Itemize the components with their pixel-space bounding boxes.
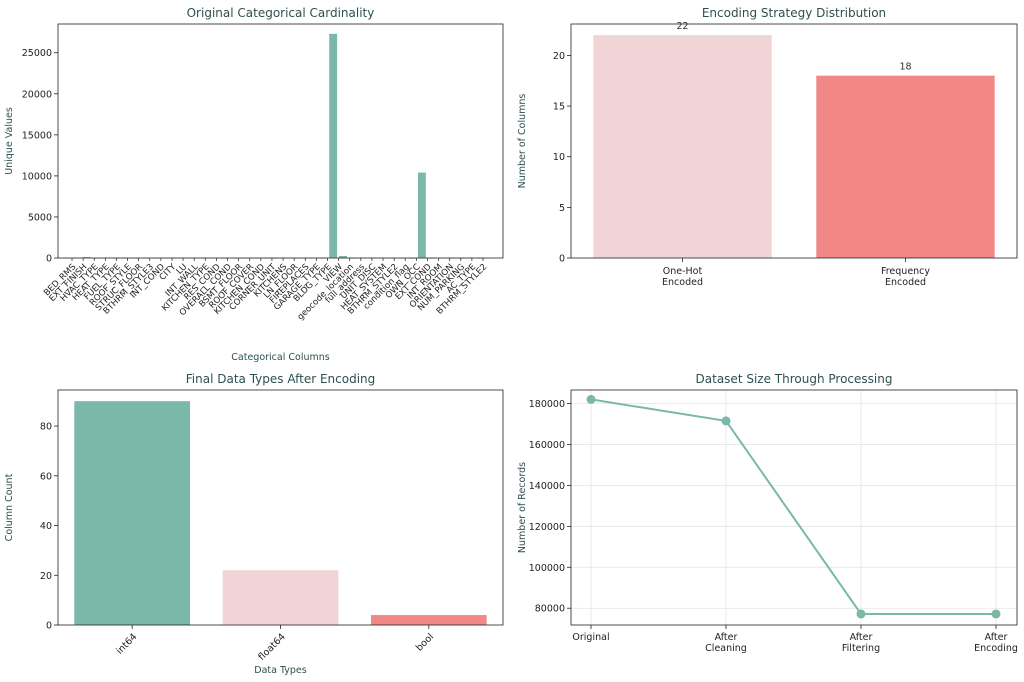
x-tick-label: Original bbox=[572, 632, 609, 643]
plot-frame bbox=[570, 23, 1018, 259]
bar bbox=[593, 35, 772, 259]
bar-value-label: 18 bbox=[899, 62, 911, 73]
y-tick-label: 10 bbox=[553, 152, 565, 163]
x-tick-label: int64 bbox=[114, 631, 139, 656]
y-tick-label: 5 bbox=[559, 203, 565, 214]
chart-title: Original Categorical Cardinality bbox=[187, 6, 375, 20]
data-point bbox=[586, 394, 596, 404]
y-tick-label: 140000 bbox=[529, 481, 565, 492]
x-tick-label: bool bbox=[414, 631, 436, 653]
y-axis-label: Number of Records bbox=[517, 462, 528, 553]
chart-data-types: Final Data Types After Encoding Column Co… bbox=[4, 372, 504, 676]
y-tick-label: 100000 bbox=[529, 563, 565, 574]
plot-frame bbox=[570, 389, 1018, 626]
data-point bbox=[991, 609, 1001, 619]
y-axis-label: Number of Columns bbox=[517, 94, 528, 189]
bar bbox=[370, 615, 487, 625]
chart-title: Dataset Size Through Processing bbox=[696, 372, 893, 386]
bar bbox=[329, 33, 338, 258]
bar bbox=[417, 172, 426, 258]
chart-title: Encoding Strategy Distribution bbox=[702, 6, 886, 20]
x-tick-label: float64 bbox=[256, 631, 287, 662]
y-axis-label: Unique Values bbox=[4, 107, 15, 175]
y-tick-label: 80000 bbox=[535, 604, 565, 615]
bar bbox=[816, 75, 995, 258]
x-tick-label: After bbox=[715, 632, 738, 643]
y-tick-label: 40 bbox=[40, 521, 52, 532]
chart-dataset-size: Dataset Size Through Processing Number of… bbox=[517, 372, 1018, 654]
y-tick-label: 20 bbox=[40, 571, 52, 582]
x-axis-label: Data Types bbox=[254, 665, 307, 676]
x-tick-label: Cleaning bbox=[705, 643, 747, 654]
y-tick-label: 160000 bbox=[529, 440, 565, 451]
bar-value-label: 22 bbox=[676, 21, 688, 32]
y-tick-label: 80 bbox=[40, 422, 52, 433]
y-tick-label: 15000 bbox=[22, 130, 52, 141]
y-tick-label: 5000 bbox=[28, 212, 52, 223]
y-tick-label: 10000 bbox=[22, 171, 52, 182]
y-tick-label: 0 bbox=[46, 254, 52, 265]
x-tick-label: After bbox=[985, 632, 1008, 643]
bar bbox=[339, 255, 347, 258]
y-axis-label: Column Count bbox=[4, 473, 15, 541]
x-tick-label: Filtering bbox=[842, 643, 880, 654]
chart-title: Final Data Types After Encoding bbox=[186, 372, 376, 386]
y-tick-label: 120000 bbox=[529, 522, 565, 533]
y-tick-label: 60 bbox=[40, 471, 52, 482]
x-tick-label: Frequency bbox=[881, 266, 930, 277]
y-tick-label: 20 bbox=[553, 51, 565, 62]
plot-frame bbox=[57, 389, 504, 626]
y-tick-label: 0 bbox=[46, 621, 52, 632]
x-tick-label: Encoded bbox=[662, 277, 703, 288]
plot-frame bbox=[57, 23, 504, 259]
bar bbox=[222, 570, 339, 625]
data-point bbox=[856, 609, 866, 619]
y-tick-label: 0 bbox=[559, 254, 565, 265]
bar bbox=[82, 257, 91, 258]
bar bbox=[74, 401, 191, 625]
chart-encoding-strategy: Encoding Strategy Distribution Number of … bbox=[517, 6, 1018, 288]
x-tick-label: After bbox=[850, 632, 873, 643]
data-point bbox=[721, 416, 731, 426]
chart-cardinality: Original Categorical Cardinality Unique V… bbox=[4, 6, 504, 363]
y-tick-label: 15 bbox=[553, 102, 565, 113]
y-tick-label: 20000 bbox=[22, 89, 52, 100]
x-tick-label: Encoding bbox=[974, 643, 1018, 654]
x-tick-label: Encoded bbox=[885, 277, 926, 288]
x-axis-label: Categorical Columns bbox=[231, 352, 329, 363]
series-line bbox=[590, 398, 996, 615]
x-tick-label: One-Hot bbox=[663, 266, 703, 277]
y-tick-label: 25000 bbox=[22, 48, 52, 59]
y-tick-label: 180000 bbox=[529, 399, 565, 410]
